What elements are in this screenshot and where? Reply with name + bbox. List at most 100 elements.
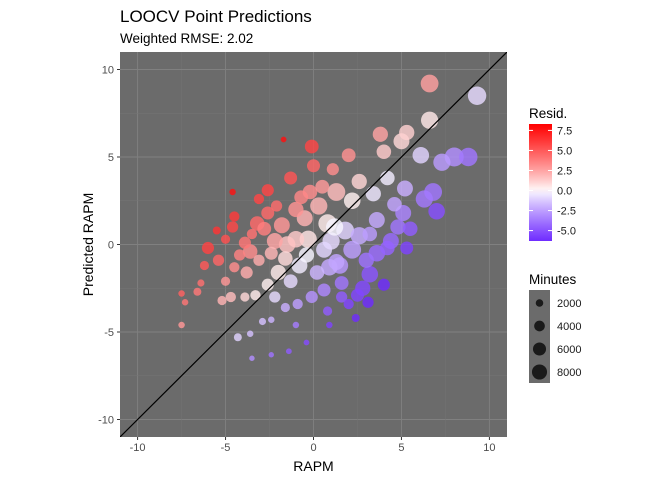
- color-legend-label: -2.5: [557, 206, 576, 218]
- data-point: [284, 171, 298, 185]
- data-point: [380, 170, 395, 186]
- data-point: [246, 330, 254, 338]
- data-point: [317, 283, 331, 297]
- data-point: [240, 292, 250, 302]
- size-legend-key: [534, 320, 545, 332]
- data-point: [212, 254, 225, 266]
- data-point: [229, 188, 236, 196]
- data-point: [310, 197, 328, 215]
- data-point: [278, 236, 296, 253]
- data-point: [285, 348, 292, 355]
- y-tick-label: 5: [108, 152, 114, 164]
- x-tick-label: -10: [130, 442, 146, 454]
- data-point: [303, 339, 310, 346]
- chart-title: LOOCV Point Predictions: [120, 7, 312, 26]
- color-legend-label: 5.0: [557, 145, 572, 157]
- data-point: [412, 146, 430, 164]
- identity-line: [120, 52, 507, 437]
- y-tick-label: 0: [108, 240, 114, 252]
- data-point: [399, 124, 415, 141]
- data-point: [322, 306, 333, 316]
- data-point: [246, 228, 258, 240]
- data-point: [305, 290, 318, 304]
- data-point: [343, 298, 354, 310]
- data-point: [467, 86, 487, 105]
- data-point: [253, 254, 265, 266]
- data-point: [283, 274, 298, 289]
- data-point: [343, 192, 361, 210]
- data-point: [257, 221, 272, 236]
- data-point: [229, 211, 240, 222]
- data-point: [351, 173, 367, 190]
- color-legend-title: Resid.: [529, 106, 567, 121]
- data-point: [365, 186, 381, 202]
- size-legend-label: 2000: [557, 298, 581, 310]
- size-legend-key: [532, 342, 547, 356]
- y-axis-ticks: -10 -5 0 5 10: [98, 65, 120, 427]
- data-point: [309, 265, 325, 280]
- data-point: [362, 296, 374, 308]
- data-point: [304, 139, 319, 154]
- data-point: [292, 321, 300, 329]
- data-point: [233, 333, 242, 342]
- identity-line-layer: [120, 52, 507, 437]
- data-point: [326, 218, 344, 236]
- data-point: [288, 201, 304, 218]
- data-point: [268, 352, 275, 358]
- size-legend-title: Minutes: [529, 272, 577, 287]
- data-point: [351, 314, 360, 322]
- data-point: [380, 240, 395, 256]
- data-point: [261, 278, 274, 291]
- size-legend-keys: 2000 4000 6000 8000: [531, 298, 581, 380]
- data-point: [250, 290, 261, 301]
- data-point: [240, 266, 253, 279]
- data-point: [261, 206, 275, 220]
- data-point: [341, 148, 356, 163]
- data-point: [197, 279, 205, 287]
- data-point: [316, 241, 333, 258]
- data-point: [377, 278, 390, 291]
- data-point: [368, 212, 385, 228]
- data-point: [249, 355, 255, 361]
- data-point: [298, 247, 315, 263]
- x-tick-label: -5: [221, 442, 231, 454]
- data-point: [372, 126, 388, 142]
- data-point: [390, 219, 406, 235]
- data-points: [178, 74, 487, 361]
- data-point: [226, 221, 239, 233]
- size-legend-label: 4000: [557, 321, 581, 333]
- data-point: [264, 246, 278, 260]
- data-point: [376, 144, 392, 160]
- data-point: [193, 287, 202, 296]
- data-point: [315, 179, 330, 194]
- data-point: [220, 276, 231, 286]
- data-point: [292, 298, 303, 310]
- color-legend-label: 0.0: [557, 186, 572, 198]
- color-legend-ticks: 7.5 5.0 2.5 0.0 -2.5 -5.0: [529, 125, 576, 238]
- y-tick-label: -5: [104, 327, 114, 339]
- data-point: [258, 317, 267, 326]
- x-tick-label: 0: [310, 442, 316, 454]
- size-legend-key: [535, 299, 544, 307]
- data-point: [280, 302, 290, 313]
- y-tick-label: -10: [98, 415, 114, 427]
- data-point: [358, 252, 374, 268]
- data-point: [181, 298, 189, 306]
- chart-subtitle: Weighted RMSE: 2.02: [120, 31, 253, 46]
- data-point: [225, 291, 236, 303]
- size-legend-label: 8000: [557, 367, 581, 379]
- size-legend-label: 6000: [557, 344, 581, 356]
- data-point: [459, 147, 478, 167]
- data-point: [327, 183, 346, 201]
- data-point: [415, 190, 433, 208]
- data-point: [326, 163, 339, 176]
- data-point: [326, 321, 333, 329]
- y-tick-label: 10: [102, 65, 114, 77]
- data-point: [238, 236, 251, 249]
- data-point: [387, 196, 402, 212]
- data-point: [212, 226, 221, 235]
- data-point: [306, 159, 321, 173]
- y-axis-title: Predicted RAPM: [80, 193, 96, 296]
- data-point: [178, 321, 185, 329]
- data-point: [270, 200, 283, 212]
